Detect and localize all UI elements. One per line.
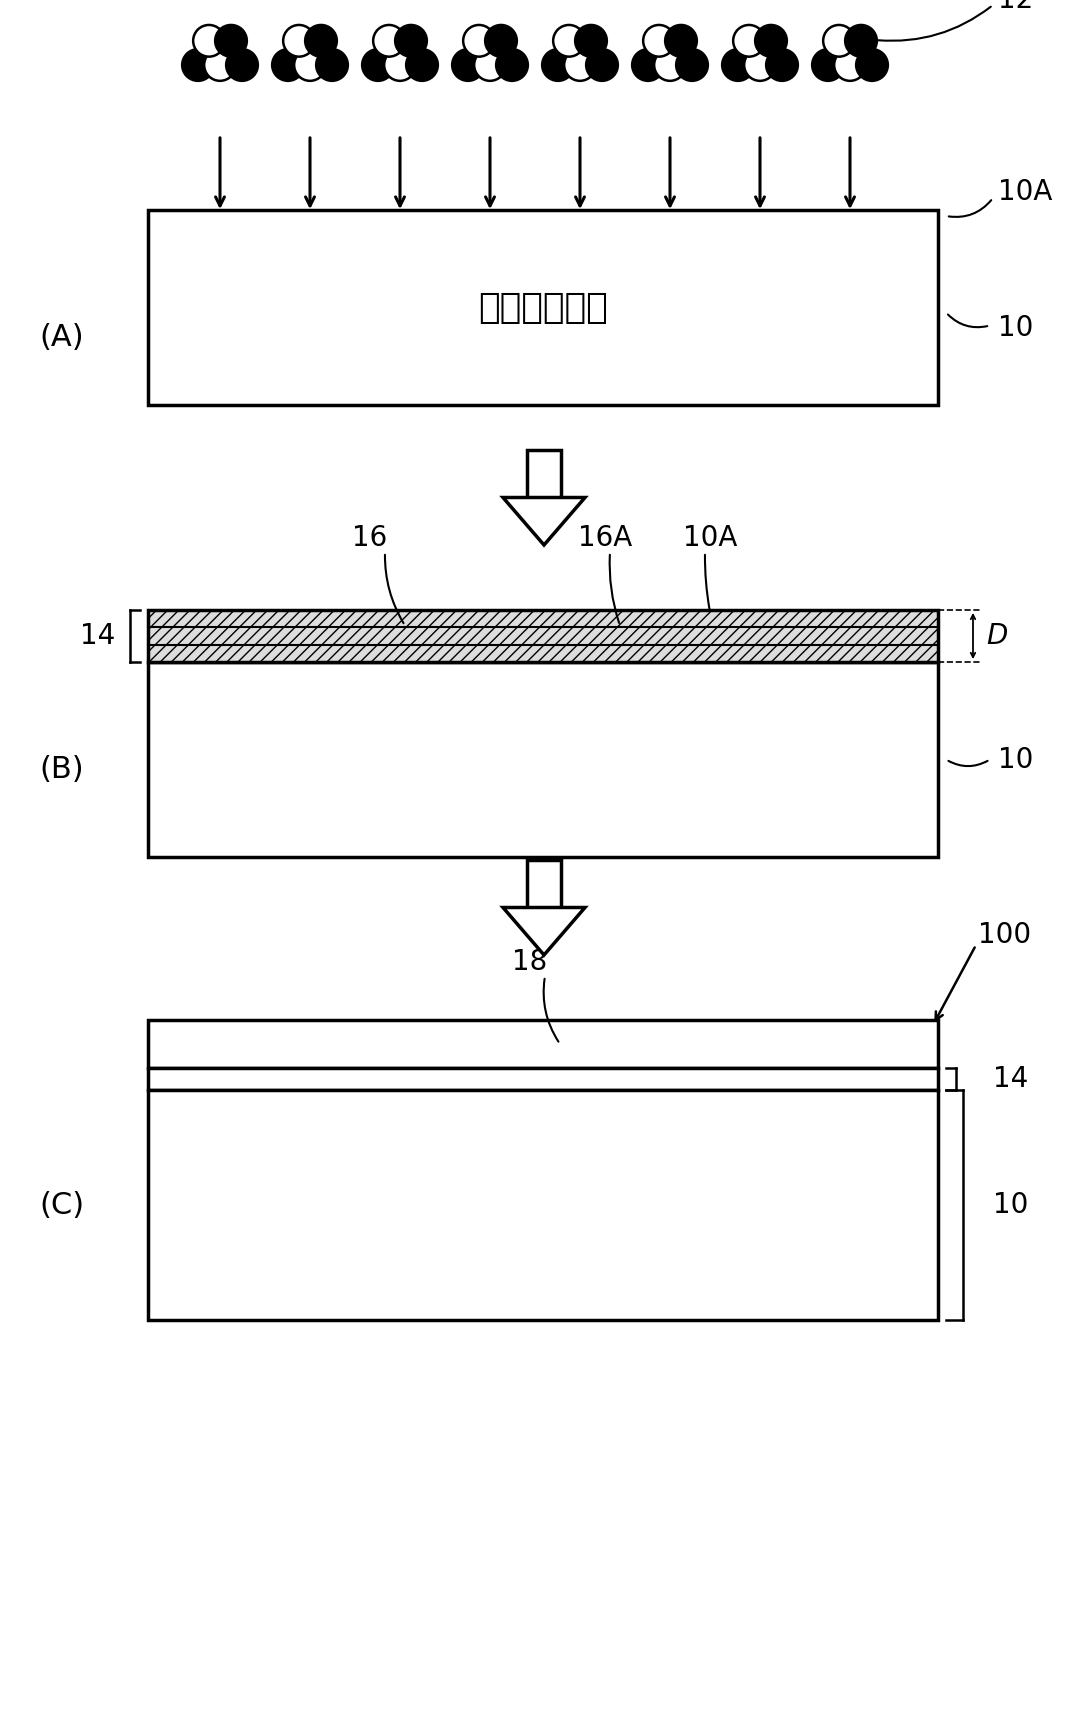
Circle shape	[486, 26, 517, 56]
Text: （保持低温）: （保持低温）	[478, 291, 608, 325]
Circle shape	[395, 26, 427, 56]
Circle shape	[644, 26, 675, 56]
Circle shape	[733, 26, 764, 56]
Circle shape	[632, 50, 664, 80]
Circle shape	[316, 50, 347, 80]
Bar	[148, 1020, 938, 1068]
Text: 10A: 10A	[683, 524, 737, 551]
Circle shape	[755, 26, 787, 56]
Text: (C): (C)	[39, 1190, 85, 1219]
Circle shape	[856, 50, 888, 80]
Circle shape	[283, 26, 315, 56]
Text: (A): (A)	[39, 324, 84, 353]
Circle shape	[834, 50, 866, 80]
Circle shape	[452, 50, 484, 80]
Circle shape	[564, 50, 596, 80]
Bar	[148, 1068, 938, 1091]
Bar	[148, 663, 938, 858]
Circle shape	[216, 26, 247, 56]
Circle shape	[363, 50, 394, 80]
Circle shape	[463, 26, 494, 56]
Circle shape	[384, 50, 416, 80]
Circle shape	[204, 50, 236, 80]
Polygon shape	[527, 859, 561, 907]
Circle shape	[272, 50, 304, 80]
Circle shape	[744, 50, 775, 80]
Circle shape	[767, 50, 798, 80]
Text: 16: 16	[353, 524, 388, 551]
Text: 10: 10	[993, 1192, 1028, 1219]
Circle shape	[294, 50, 326, 80]
Text: 10A: 10A	[998, 178, 1052, 205]
Circle shape	[406, 50, 438, 80]
Text: (B): (B)	[39, 755, 84, 784]
Text: 100: 100	[978, 921, 1031, 948]
Polygon shape	[527, 450, 561, 498]
Text: 10: 10	[998, 313, 1033, 341]
Circle shape	[823, 26, 855, 56]
Circle shape	[474, 50, 505, 80]
Text: 12: 12	[998, 0, 1033, 14]
Text: D: D	[986, 621, 1007, 651]
Circle shape	[305, 26, 337, 56]
Circle shape	[553, 26, 585, 56]
Circle shape	[586, 50, 617, 80]
Circle shape	[812, 50, 844, 80]
Polygon shape	[503, 907, 585, 955]
Circle shape	[665, 26, 697, 56]
Bar	[148, 1091, 938, 1320]
Text: 18: 18	[513, 948, 548, 976]
Circle shape	[497, 50, 528, 80]
Text: 16A: 16A	[578, 524, 632, 551]
Circle shape	[374, 26, 405, 56]
Bar	[148, 609, 938, 663]
Circle shape	[182, 50, 213, 80]
Circle shape	[654, 50, 686, 80]
Text: 10: 10	[998, 745, 1033, 774]
Circle shape	[193, 26, 224, 56]
Circle shape	[575, 26, 607, 56]
Circle shape	[722, 50, 754, 80]
Circle shape	[227, 50, 258, 80]
Text: 14: 14	[81, 621, 115, 651]
Circle shape	[676, 50, 708, 80]
Bar	[148, 211, 938, 406]
Polygon shape	[503, 498, 585, 544]
Circle shape	[845, 26, 877, 56]
Circle shape	[542, 50, 574, 80]
Text: 14: 14	[993, 1065, 1028, 1092]
